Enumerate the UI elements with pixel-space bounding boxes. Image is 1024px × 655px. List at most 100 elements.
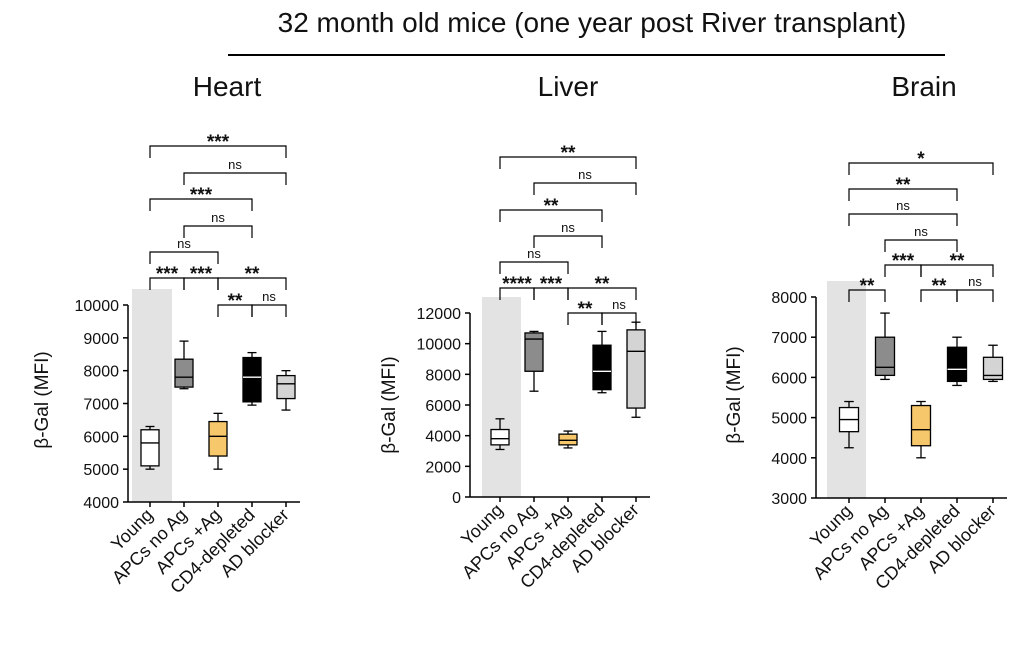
sig-bracket-liver-6	[533, 235, 603, 248]
young-shade-liver	[482, 297, 521, 497]
sig-bracket-liver-3	[567, 287, 637, 300]
box-liver-2	[558, 433, 578, 446]
sig-bracket-brain-6	[848, 213, 958, 226]
sig-label-liver-9: **	[561, 143, 576, 164]
y-axis-label-liver: β-Gal (MFI)	[379, 356, 400, 453]
panel-liver: Liver 0 2000 4000 6000 8000 10000 12000 β-Gal (M…	[379, 71, 650, 592]
sig-label-liver-1: ***	[540, 274, 563, 295]
sig-label-brain-3: **	[950, 251, 965, 272]
y-axis-label-brain: β-Gal (MFI)	[724, 346, 745, 443]
box-brain-4	[982, 356, 1004, 381]
box-liver-0	[490, 428, 510, 446]
box-liver-4	[626, 329, 646, 409]
box-heart-4	[276, 374, 296, 400]
sig-bracket-heart-7	[149, 198, 253, 211]
box-brain-2	[910, 404, 932, 447]
sig-label-liver-3: **	[595, 274, 610, 295]
sig-label-heart-8: ns	[228, 157, 242, 172]
y-tick-label-liver-3: 6000	[425, 398, 461, 415]
sig-label-heart-3: **	[245, 264, 260, 285]
sig-label-heart-6: ns	[211, 210, 225, 225]
sig-label-heart-5: ns	[177, 236, 191, 251]
sig-bracket-heart-9	[149, 145, 287, 158]
y-axis-label-heart: β-Gal (MFI)	[32, 351, 53, 448]
sig-label-brain-1: ***	[892, 251, 915, 272]
sig-bracket-heart-3	[217, 277, 287, 290]
sig-label-brain-4: ns	[968, 274, 982, 289]
y-tick-label-liver-4: 8000	[425, 367, 461, 384]
y-tick-label-heart-4: 8000	[83, 364, 119, 381]
sig-label-heart-1: ***	[190, 264, 213, 285]
y-tick-label-heart-6: 10000	[75, 298, 120, 315]
sig-label-liver-8: ns	[578, 167, 592, 182]
y-tick-label-liver-0: 0	[452, 490, 461, 507]
y-tick-label-brain-4: 7000	[771, 330, 807, 347]
y-tick-label-heart-3: 7000	[83, 397, 119, 414]
sig-label-liver-7: **	[544, 196, 559, 217]
box-heart-3	[242, 356, 262, 403]
sig-label-liver-6: ns	[561, 220, 575, 235]
panel-title-brain: Brain	[891, 71, 956, 102]
sig-bracket-heart-5	[149, 251, 219, 264]
sig-bracket-brain-8	[848, 162, 994, 175]
sig-label-brain-2: **	[932, 276, 947, 297]
y-tick-label-liver-2: 4000	[425, 429, 461, 446]
sig-label-heart-0: ***	[156, 264, 179, 285]
sig-label-liver-2: **	[578, 299, 593, 320]
sig-label-heart-2: **	[228, 291, 243, 312]
sig-label-liver-0: ****	[502, 274, 532, 295]
y-tick-label-brain-3: 6000	[771, 370, 807, 387]
box-heart-1	[174, 358, 194, 388]
panel-heart: Heart 4000 5000 6000 7000 8000 9000 10000 β-Gal …	[32, 71, 300, 597]
box-heart-0	[140, 429, 160, 467]
box-heart-2	[208, 420, 228, 457]
box-brain-3	[946, 346, 968, 383]
sig-bracket-brain-3	[920, 264, 994, 277]
sig-label-brain-8: *	[917, 149, 925, 170]
panel-title-heart: Heart	[193, 71, 262, 102]
sig-bracket-liver-8	[533, 182, 637, 195]
sig-bracket-brain-5	[884, 239, 958, 252]
panel-brain: Brain 3000 4000 5000 6000 7000 8000 β-Gal (MFI)…	[724, 71, 1007, 593]
y-tick-label-heart-2: 6000	[83, 429, 119, 446]
box-brain-1	[874, 336, 896, 377]
sig-label-heart-4: ns	[262, 289, 276, 304]
sig-bracket-liver-7	[499, 209, 603, 222]
sig-bracket-heart-8	[183, 172, 287, 185]
sig-label-brain-0: **	[860, 276, 875, 297]
sig-label-liver-5: ns	[527, 246, 541, 261]
sig-bracket-liver-9	[499, 156, 637, 169]
sig-label-brain-7: **	[896, 175, 911, 196]
sig-label-liver-4: ns	[612, 297, 626, 312]
y-tick-label-brain-5: 8000	[771, 290, 807, 307]
sig-bracket-heart-6	[183, 225, 253, 238]
sig-label-brain-6: ns	[896, 198, 910, 213]
y-tick-label-brain-2: 5000	[771, 411, 807, 428]
sig-label-heart-7: ***	[190, 185, 213, 206]
y-tick-label-liver-1: 2000	[425, 459, 461, 476]
y-tick-label-liver-6: 12000	[417, 306, 462, 323]
sig-bracket-liver-4	[601, 312, 637, 325]
box-liver-1	[524, 332, 544, 372]
y-tick-label-heart-1: 5000	[83, 462, 119, 479]
y-tick-label-brain-0: 3000	[771, 491, 807, 508]
sig-bracket-liver-5	[499, 261, 569, 274]
y-tick-label-brain-1: 4000	[771, 451, 807, 468]
sig-bracket-brain-0	[848, 289, 886, 302]
y-tick-label-liver-5: 10000	[417, 337, 462, 354]
figure-title: 32 month old mice (one year post River t…	[278, 7, 907, 38]
y-tick-label-heart-5: 9000	[83, 331, 119, 348]
panel-title-liver: Liver	[538, 71, 599, 102]
young-shade-heart	[132, 289, 172, 502]
sig-label-brain-5: ns	[914, 224, 928, 239]
sig-bracket-brain-4	[956, 289, 994, 302]
sig-label-heart-9: ***	[207, 132, 230, 153]
young-shade-brain	[827, 281, 866, 498]
sig-bracket-brain-7	[848, 188, 958, 201]
sig-bracket-heart-4	[251, 304, 287, 317]
box-liver-3	[592, 344, 612, 391]
panels: Heart 4000 5000 6000 7000 8000 9000 10000 β-Gal …	[32, 71, 1007, 597]
y-tick-label-heart-0: 4000	[83, 495, 119, 512]
